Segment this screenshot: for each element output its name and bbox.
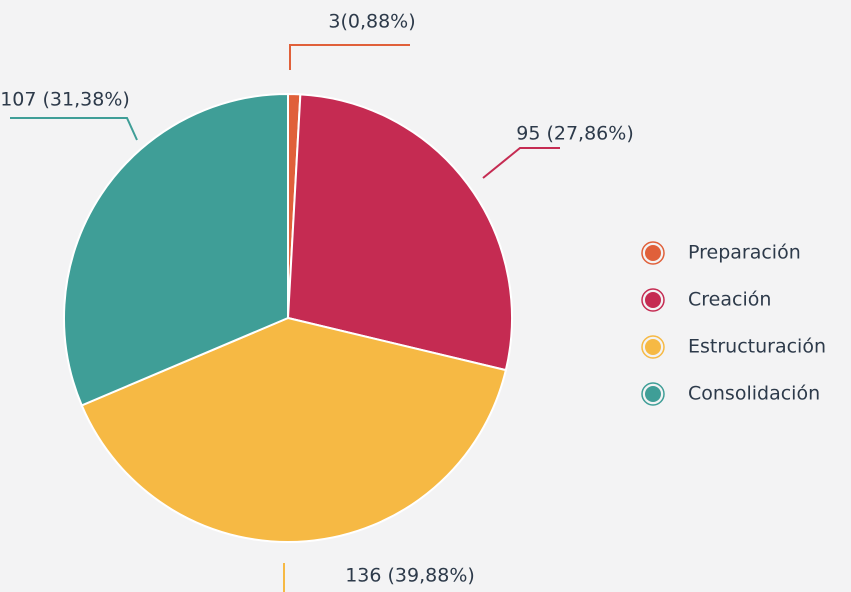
legend-label: Preparación (688, 242, 801, 264)
leader-line (482, 147, 560, 179)
legend-swatch (645, 292, 661, 308)
legend-swatch (645, 386, 661, 402)
legend-label: Creación (688, 289, 771, 311)
legend-swatch (645, 339, 661, 355)
legend-ring (641, 288, 665, 312)
data-label: 95 (27,86%) (516, 123, 634, 145)
legend-label: Estructuración (688, 336, 826, 358)
data-label: 136 (39,88%) (345, 565, 475, 587)
leader-line (10, 117, 138, 141)
pie-slice (286, 93, 513, 372)
legend-ring (641, 382, 665, 406)
data-label: 3(0,88%) (328, 11, 415, 33)
legend-label: Consolidación (688, 383, 820, 405)
legend-ring (641, 241, 665, 265)
data-label: 107 (31,38%) (0, 89, 130, 111)
legend-swatch (645, 245, 661, 261)
leader-line (289, 44, 410, 70)
pie-slice (80, 316, 508, 543)
pie-slice (63, 92, 289, 407)
legend-ring (641, 335, 665, 359)
